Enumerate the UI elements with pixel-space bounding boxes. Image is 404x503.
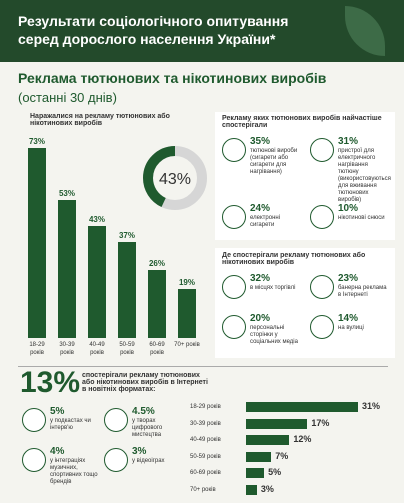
x-tick-label: 40-49 років: [89, 342, 105, 356]
item-label: електронні сигарети: [250, 215, 281, 228]
item-label: нікотинові снюси: [338, 215, 385, 221]
icon: [222, 205, 246, 229]
item-value: 24%: [250, 203, 271, 214]
item-label: банерна реклама в Інтернеті: [338, 285, 387, 298]
value-label: 53%: [58, 189, 75, 199]
item-label: пристрої для електричного нагрівання тют…: [338, 148, 391, 203]
icon: [222, 275, 246, 299]
y-tick-label: 40-49 років: [190, 437, 221, 443]
value-label: 26%: [148, 259, 165, 269]
bar: [246, 484, 257, 495]
header-band: [0, 0, 404, 62]
value-label: 3%: [260, 483, 274, 494]
icon: [310, 138, 334, 162]
value-label: 19%: [178, 277, 195, 287]
value-label: 37%: [118, 230, 135, 240]
donut: 43%: [143, 146, 207, 210]
item-value: 20%: [250, 313, 271, 324]
icon: [104, 448, 128, 472]
y-tick-label: 70+ років: [190, 486, 216, 493]
section-subtitle: (останні 30 днів): [18, 90, 117, 105]
bar: [246, 435, 290, 445]
icon: [22, 448, 46, 472]
y-tick-label: 30-39 років: [190, 420, 221, 427]
section-title: Реклама тютюнових та нікотинових виробів: [18, 70, 327, 86]
y-tick-label: 60-69 років: [190, 470, 221, 476]
x-tick-label: 60-69 років: [149, 342, 165, 356]
item-label: персональні сторінки у соціальних медіа: [250, 325, 298, 345]
bar: [178, 288, 196, 338]
y-tick-label: 18-29 років: [190, 404, 221, 410]
x-tick-label: 18-29 років: [29, 342, 45, 356]
y-tick-label: 50-59 років: [190, 453, 221, 460]
value-label: 31%: [362, 401, 381, 411]
bar: [246, 451, 272, 462]
products-title: Рекламу яких тютюнових виробів найчастіш…: [222, 115, 382, 129]
bar: [246, 402, 358, 412]
places-title: Де спостерігали рекламу тютюнових або ні…: [222, 252, 366, 266]
value-label: 7%: [275, 450, 289, 461]
bar: [246, 468, 265, 478]
internet-text: спостерігали рекламу тютюнових або нікот…: [82, 372, 208, 393]
icon: [22, 408, 46, 432]
bar: [246, 418, 308, 429]
item-label: у інтеграціях музичних, спортивних тощо …: [50, 458, 98, 485]
x-tick-label: 30-39 років: [59, 342, 75, 356]
header-title: Результати соціологічного опитування сер…: [18, 13, 289, 47]
places-panel: [215, 248, 395, 358]
bar: [58, 200, 76, 338]
bar: [118, 241, 136, 338]
item-value: 10%: [338, 203, 359, 214]
donut-label: 43%: [159, 171, 191, 188]
item-label: тютюнові вироби (сигарети або сигарети д…: [250, 148, 298, 175]
value-label: 43%: [88, 215, 105, 225]
item-value: 4.5%: [132, 406, 155, 417]
item-value: 4%: [50, 446, 65, 457]
value-label: 5%: [268, 467, 282, 477]
x-tick-label: 70+ років: [174, 342, 200, 348]
item-value: 35%: [250, 136, 271, 147]
value-label: 17%: [311, 417, 330, 428]
bar: [148, 270, 166, 338]
icon: [310, 315, 334, 339]
internet-value: 13%: [20, 366, 81, 399]
icon: [310, 205, 334, 229]
bar: [88, 226, 106, 338]
divider: [18, 366, 388, 367]
icon: [104, 408, 128, 432]
item-label: в місцях торгівлі: [250, 285, 296, 291]
item-value: 32%: [250, 273, 271, 284]
item-label: у творах цифрового мистецтва: [132, 418, 163, 438]
bar: [28, 148, 46, 338]
value-label: 73%: [28, 137, 45, 147]
item-value: 23%: [338, 273, 359, 284]
icon: [222, 315, 246, 339]
item-label: у відеоіграх: [132, 458, 165, 464]
icon: [222, 138, 246, 162]
chart-title: Наражалися на рекламу тютюнових або ніко…: [30, 113, 170, 127]
value-label: 12%: [293, 434, 312, 444]
item-value: 14%: [338, 313, 359, 324]
item-label: у подкастах чи інтерв'ю: [50, 418, 91, 431]
x-tick-label: 50-59 років: [119, 342, 135, 356]
item-label: на вулиці: [338, 325, 364, 331]
item-value: 3%: [132, 446, 147, 457]
donut-arc: [143, 146, 207, 210]
item-value: 5%: [50, 406, 65, 417]
item-value: 31%: [338, 136, 359, 147]
icon: [310, 275, 334, 299]
